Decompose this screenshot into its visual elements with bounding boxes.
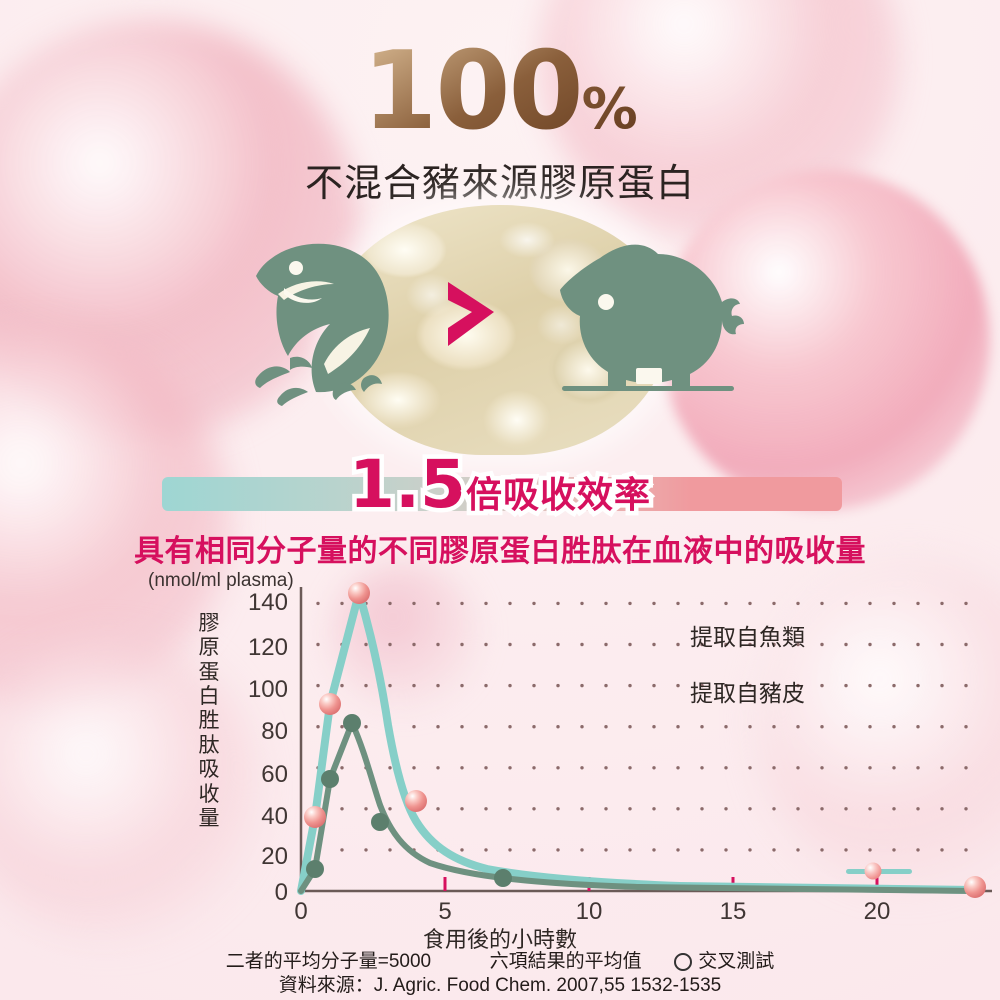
y-axis-unit: (nmol/ml plasma) [148, 570, 294, 591]
y-tick: 80 [261, 718, 288, 745]
x-axis-label: 食用後的小時數 [422, 927, 577, 952]
series-markers-pig [306, 714, 512, 887]
x-tick: 10 [575, 898, 603, 925]
cross-test-circle-icon [674, 952, 693, 971]
y-tick: 120 [247, 634, 288, 661]
efficiency-multiplier: 1.5倍吸收效率 [0, 447, 1000, 522]
series-markers-fish [304, 582, 986, 898]
x-tick: 5 [438, 898, 452, 925]
x-tick: 20 [863, 898, 891, 925]
y-tick: 60 [261, 761, 288, 788]
multiplier-number: 1.5 [345, 446, 471, 523]
legend-marker-fish [864, 862, 882, 880]
absorption-chart [0, 565, 1000, 965]
y-tick: 0 [274, 879, 288, 906]
footnote-molecular-weight: 二者的平均分子量=5000 [225, 951, 432, 972]
chart-svg [297, 582, 992, 898]
fish-icon [255, 243, 389, 406]
y-tick: 20 [261, 843, 288, 870]
footnote-cross-test: 交叉測試 [698, 951, 775, 972]
source-citation: 資料來源：J. Agric. Food Chem. 2007,55 1532-1… [278, 975, 722, 996]
efficiency-gradient-bar [162, 477, 842, 511]
chart-footnotes: 二者的平均分子量=5000 六項結果的平均值 交叉測試 [0, 946, 1000, 973]
legend-label-fish: 提取自魚類 [690, 624, 805, 650]
legend-swatch-fish [846, 862, 912, 880]
series-line-pig [298, 720, 978, 894]
headline-subtext: 不混合豬來源膠原蛋白 [304, 163, 695, 205]
y-tick: 140 [247, 589, 288, 616]
legend-label-pig: 提取自豬皮 [690, 680, 805, 706]
percent-symbol: % [581, 77, 638, 142]
y-axis-label: 膠原蛋白胜肽吸收量 [198, 612, 220, 830]
footnote-average: 六項結果的平均值 [489, 951, 642, 972]
chart-grid [316, 601, 968, 852]
chart-legend: 提取自魚類 提取自豬皮 [608, 618, 912, 880]
pig-icon [560, 244, 744, 391]
y-tick: 100 [247, 676, 288, 703]
chart-title: 具有相同分子量的不同膠原蛋白胜肽在血液中的吸收量 [134, 535, 866, 568]
x-axis-ticks: 0 5 10 15 20 [0, 898, 1000, 928]
legend-item-pig: 提取自豬皮 [608, 674, 805, 708]
legend-item-fish: 提取自魚類 [608, 618, 912, 880]
y-axis-ticks: 140 120 100 80 60 40 20 0 [228, 0, 288, 906]
y-tick: 40 [261, 803, 288, 830]
percent-headline: 100% [0, 38, 1000, 146]
multiplier-suffix: 倍吸收效率 [461, 473, 654, 518]
greater-than-icon [448, 282, 494, 346]
percent-value: 100 [362, 29, 582, 154]
x-tick: 0 [294, 898, 308, 925]
x-tick: 15 [719, 898, 747, 925]
